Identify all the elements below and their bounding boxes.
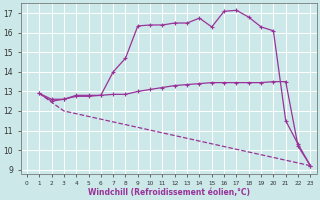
X-axis label: Windchill (Refroidissement éolien,°C): Windchill (Refroidissement éolien,°C) [88, 188, 250, 197]
